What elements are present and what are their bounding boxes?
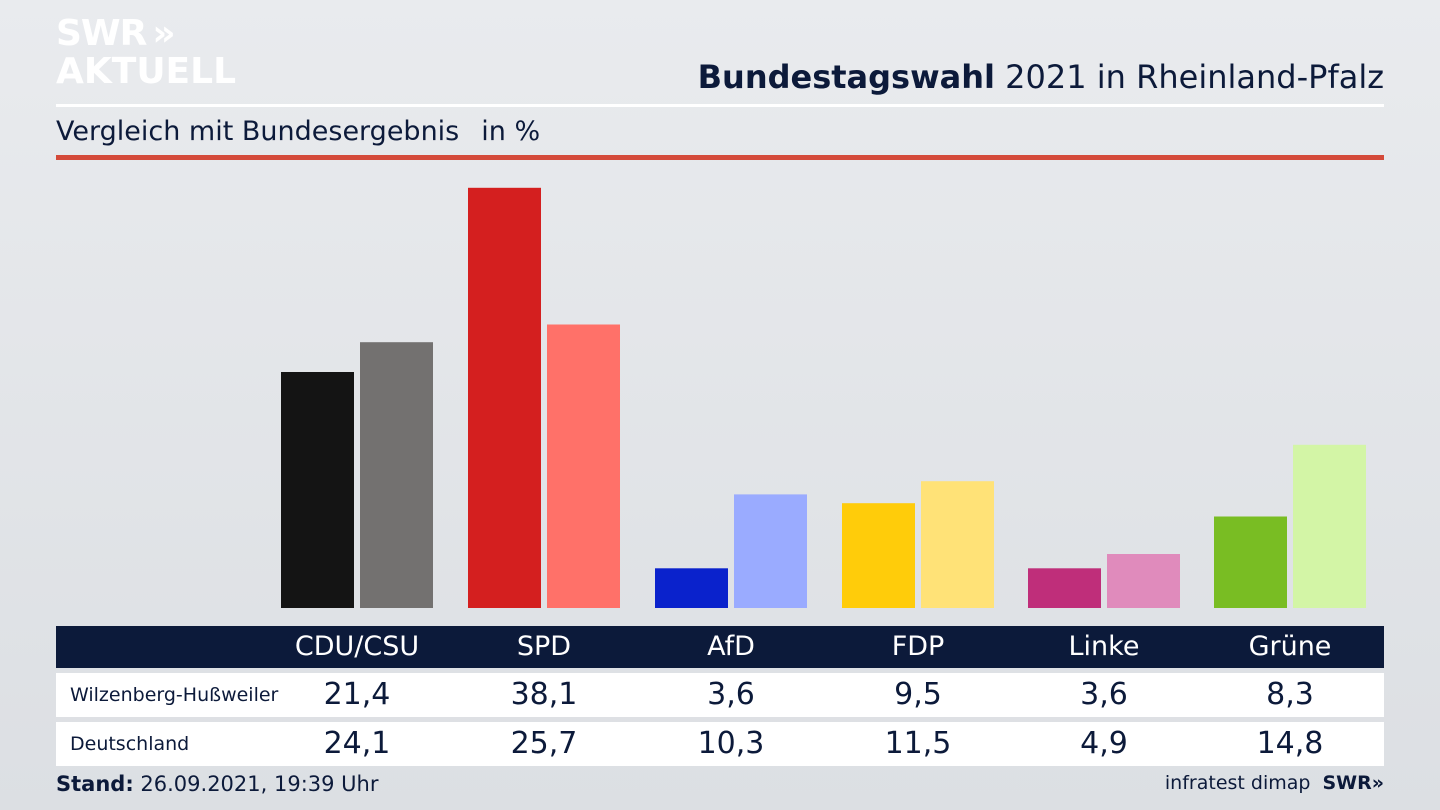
value-cell: 38,1 (510, 677, 578, 712)
bar-fdp-deutschland (921, 481, 994, 608)
chart-subtitle: Vergleich mit Bundesergebnis in % (56, 116, 540, 147)
source-credit: infratest dimap SWR» (1165, 772, 1384, 794)
category-label: AfD (707, 631, 755, 662)
timestamp: Stand: 26.09.2021, 19:39 Uhr (56, 772, 379, 796)
logo-swr-text: SWR (56, 13, 147, 54)
category-label: CDU/CSU (294, 631, 420, 662)
logo-chevron-icon: » (152, 13, 175, 54)
category-label: SPD (516, 631, 572, 662)
value-cell: 3,6 (1080, 677, 1128, 712)
value-cell: 14,8 (1256, 726, 1324, 761)
bar-spd-deutschland (547, 324, 620, 608)
title-rest: 2021 in Rheinland-Pfalz (995, 58, 1384, 96)
accent-rule (56, 155, 1384, 160)
table-row-deutschland: Deutschland 24,1 25,7 10,3 11,5 4,9 14,8 (56, 722, 1384, 766)
value-cell: 10,3 (697, 726, 765, 761)
bar-spd-wahlkreis (468, 187, 541, 609)
row-label-deutschland: Deutschland (70, 733, 190, 755)
category-label: Grüne (1248, 631, 1332, 662)
bar-cducsu-wahlkreis (281, 372, 354, 608)
bar-afd-wahlkreis (655, 568, 728, 608)
category-label: FDP (891, 631, 945, 662)
value-cell: 8,3 (1266, 677, 1314, 712)
bar-afd-deutschland (734, 494, 807, 608)
bar-fdp-wahlkreis (842, 503, 915, 608)
table-row-wilzenberg: Wilzenberg-Hußweiler 21,4 38,1 3,6 9,5 3,6 8,… (56, 673, 1384, 717)
value-cell: 21,4 (323, 677, 391, 712)
swr-aktuell-logo: SWR » AKTUELL (56, 16, 236, 90)
logo-aktuell-text: AKTUELL (56, 51, 237, 92)
value-cell: 4,9 (1080, 726, 1128, 761)
title-bold: Bundestagswahl (697, 58, 995, 96)
value-cell: 24,1 (323, 726, 391, 761)
bar-linke-wahlkreis (1028, 568, 1101, 608)
subtitle-text: Vergleich mit Bundesergebnis (56, 116, 460, 147)
unit-label: in % (481, 116, 541, 147)
value-cell: 3,6 (707, 677, 755, 712)
table-header-row: CDU/CSU SPD AfD FDP Linke Grüne (56, 626, 1384, 668)
stand-label: Stand: (56, 772, 134, 796)
bar-cducsu-deutschland (360, 342, 433, 608)
swr-brand-logo: SWR» (1322, 772, 1384, 794)
category-label: Linke (1068, 631, 1140, 662)
page-title: Bundestagswahl 2021 in Rheinland-Pfalz (698, 58, 1384, 96)
bar-linke-deutschland (1107, 554, 1180, 608)
results-table: CDU/CSU SPD AfD FDP Linke Grüne Wilzenberg-Hu… (56, 626, 1384, 766)
bar-grne-deutschland (1293, 444, 1366, 608)
value-cell: 11,5 (884, 726, 952, 761)
value-cell: 9,5 (894, 677, 942, 712)
row-label-wilzenberg: Wilzenberg-Hußweiler (70, 684, 279, 706)
value-cell: 25,7 (510, 726, 578, 761)
source-text: infratest dimap (1164, 772, 1311, 794)
stand-value: 26.09.2021, 19:39 Uhr (133, 772, 379, 796)
header-divider (56, 104, 1384, 107)
bar-grne-wahlkreis (1214, 516, 1287, 608)
